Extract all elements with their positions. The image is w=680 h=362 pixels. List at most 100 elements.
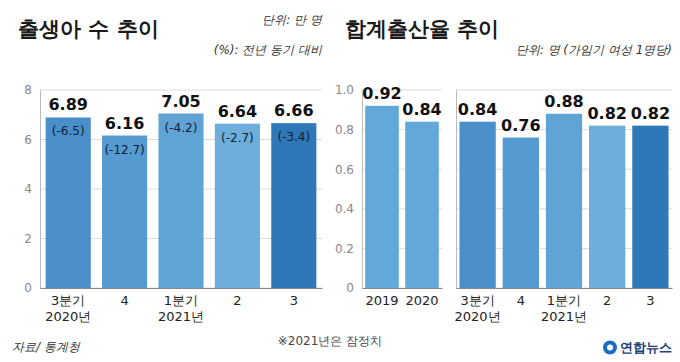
y-tick: 0.2 bbox=[335, 242, 362, 256]
change-label: (-2.7) bbox=[221, 131, 254, 145]
x-tick-label-line: 2 bbox=[233, 293, 241, 308]
y-tick: 1.0 bbox=[335, 83, 362, 97]
y-tick: 0.6 bbox=[335, 163, 362, 177]
bar bbox=[158, 114, 203, 288]
data-label: 0.88 bbox=[544, 92, 583, 111]
x-tick-label: 2 bbox=[233, 293, 241, 308]
bars bbox=[46, 114, 317, 288]
source: 자료/ 통계청 bbox=[12, 340, 81, 354]
x-tick: 2 bbox=[603, 288, 611, 308]
grid-line bbox=[40, 90, 322, 91]
x-tick: 3 bbox=[290, 288, 298, 308]
chart-panel: 00.20.40.60.81.0201920200.920.84 bbox=[335, 83, 443, 308]
x-tick: 2019 bbox=[365, 288, 398, 308]
y-axis-line bbox=[40, 91, 41, 289]
chart-subtitle: 단위: 명 (가임기 여성 1명당) bbox=[516, 43, 672, 57]
y-axis bbox=[456, 91, 458, 289]
y-tick: 6 bbox=[24, 133, 40, 147]
bar bbox=[215, 124, 260, 288]
y-tick-label: 8 bbox=[24, 83, 32, 97]
bar bbox=[271, 123, 316, 288]
x-tick-label-line: 2021년 bbox=[541, 309, 587, 324]
x-tick-label: 3분기2020년 bbox=[455, 293, 501, 324]
bar bbox=[503, 138, 539, 288]
x-tick: 2020 bbox=[405, 288, 438, 308]
x-tick-label-line: 2020 bbox=[405, 293, 438, 308]
x-tick-label-line: 2019 bbox=[365, 293, 398, 308]
chart-subtitle: 단위: 만 명 bbox=[262, 13, 323, 27]
x-tick-label: 3 bbox=[646, 293, 654, 308]
x-tick-label-line: 2021년 bbox=[158, 309, 204, 324]
x-tick: 4 bbox=[120, 288, 128, 308]
bar bbox=[459, 122, 495, 288]
change-label: (-3.4) bbox=[277, 130, 310, 144]
x-tick-label: 2019 bbox=[365, 293, 398, 308]
data-label: 0.92 bbox=[362, 84, 401, 103]
change-label: (-6.5) bbox=[52, 124, 85, 138]
y-tick-label: 6 bbox=[24, 133, 32, 147]
credit-text: 연합뉴스 bbox=[620, 340, 672, 355]
x-axis-line bbox=[41, 288, 323, 289]
x-axis: 2019 2020 bbox=[363, 288, 443, 308]
bar bbox=[405, 122, 439, 288]
chart-subtitle: (%): 전년 동기 대비 bbox=[214, 43, 323, 57]
x-tick-label: 3 bbox=[290, 293, 298, 308]
x-tick-label-line: 3 bbox=[290, 293, 298, 308]
x-axis: 3분기2020년41분기2021년23 bbox=[41, 288, 323, 324]
data-label: 6.64 bbox=[218, 102, 257, 121]
x-tick-label-line: 4 bbox=[517, 293, 525, 308]
chart-title: 출생아 수 추이 bbox=[18, 17, 159, 41]
x-tick: 3 bbox=[646, 288, 654, 308]
bar bbox=[46, 117, 91, 288]
grid bbox=[40, 90, 322, 288]
y-tick-label: 0.8 bbox=[335, 123, 354, 137]
y-tick-label: 4 bbox=[24, 182, 32, 196]
grid bbox=[362, 90, 442, 288]
x-axis: 3분기2020년 4 1분기2021년 2 3 bbox=[455, 288, 673, 324]
x-tick-label-line: 2020년 bbox=[455, 309, 501, 324]
x-tick: 2 bbox=[233, 288, 241, 308]
x-tick-label-line: 2020년 bbox=[45, 309, 91, 324]
y-tick-label: 0.2 bbox=[335, 242, 354, 256]
y-tick-label: 2 bbox=[24, 232, 32, 246]
data-label: 0.76 bbox=[501, 116, 540, 135]
bars bbox=[365, 106, 439, 288]
change-label: (-4.2) bbox=[165, 121, 198, 135]
y-axis-line bbox=[362, 91, 363, 289]
x-tick-label-line: 1분기 bbox=[547, 293, 581, 308]
x-tick: 1분기2021년 bbox=[541, 288, 587, 324]
x-tick-label: 2 bbox=[603, 293, 611, 308]
data-label: 0.84 bbox=[402, 100, 441, 119]
data-label: 0.84 bbox=[458, 100, 497, 119]
grid-line bbox=[456, 90, 672, 91]
bar bbox=[589, 126, 625, 288]
credit: 연합뉴스 bbox=[603, 340, 672, 355]
infographic: 024683분기2020년41분기2021년236.896.167.056.64… bbox=[0, 0, 680, 362]
note: ※2021년은 잠정치 bbox=[278, 334, 382, 348]
y-axis: 0 2 4 6 8 bbox=[24, 83, 40, 295]
x-tick: 3분기2020년 bbox=[45, 288, 91, 324]
chart-panel: 3분기2020년41분기2021년230.840.760.880.820.82 bbox=[455, 90, 673, 324]
bar bbox=[546, 114, 582, 288]
y-axis: 00.20.40.60.81.0 bbox=[335, 83, 363, 295]
bar bbox=[632, 126, 668, 288]
chart-title: 합계출산율 추이 bbox=[345, 17, 499, 41]
y-tick: 0.8 bbox=[335, 123, 362, 137]
x-tick-label-line: 4 bbox=[120, 293, 128, 308]
y-tick-label: 0 bbox=[346, 281, 354, 295]
grid bbox=[456, 90, 672, 288]
data-label: 6.16 bbox=[105, 114, 144, 133]
y-tick: 0 bbox=[24, 281, 40, 295]
y-tick-label: 0 bbox=[24, 281, 32, 295]
chart-panel: 024683분기2020년41분기2021년236.896.167.056.64… bbox=[24, 83, 322, 324]
data-label: 6.66 bbox=[274, 101, 313, 120]
y-tick-label: 0.6 bbox=[335, 163, 354, 177]
credit-logo bbox=[603, 341, 617, 355]
y-tick: 0 bbox=[346, 281, 362, 295]
y-tick: 2 bbox=[24, 232, 40, 246]
data-label: 0.82 bbox=[587, 104, 626, 123]
x-tick-label: 4 bbox=[517, 293, 525, 308]
x-tick-label-line: 2 bbox=[603, 293, 611, 308]
change-labels: (-6.5)(-12.7)(-4.2)(-2.7)(-3.4) bbox=[52, 121, 310, 157]
y-tick-label: 1.0 bbox=[335, 83, 354, 97]
